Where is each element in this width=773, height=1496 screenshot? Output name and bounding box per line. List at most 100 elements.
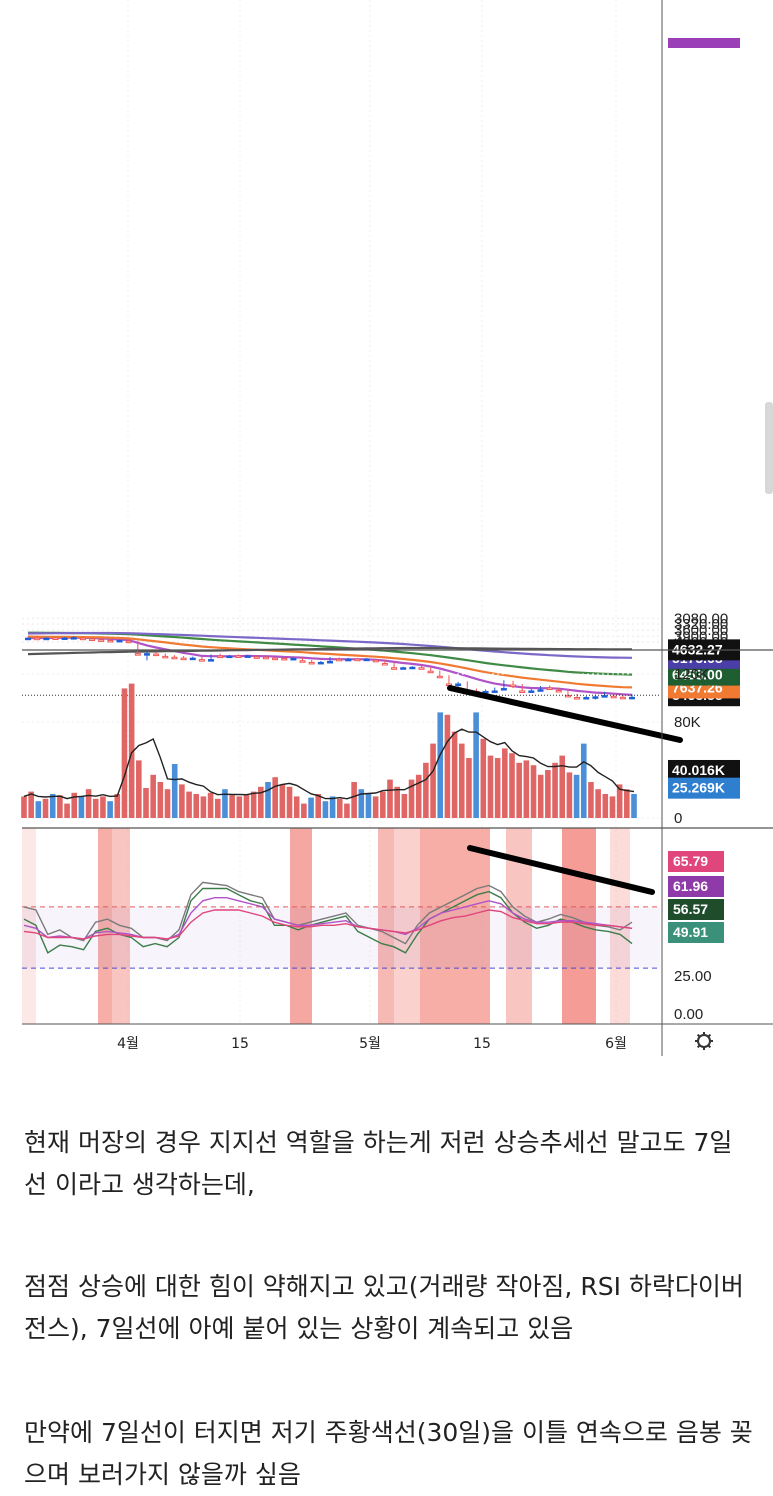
volume-label-value: 40.016K xyxy=(672,762,725,778)
candle-body xyxy=(372,659,379,663)
volume-bar xyxy=(624,789,630,818)
volume-bar xyxy=(179,784,185,818)
post-paragraph-1: 현재 머장의 경우 지지선 역할을 하는게 저런 상승추세선 말고도 7일선 이… xyxy=(24,1128,733,1199)
rsi-zone xyxy=(394,828,420,1024)
rsi-label-box xyxy=(668,899,724,920)
candle-body xyxy=(327,660,333,664)
volume-bar xyxy=(444,714,451,818)
scrollbar-thumb[interactable] xyxy=(765,402,773,494)
volume-bar xyxy=(236,796,243,818)
candle-body xyxy=(290,657,297,661)
candle-body xyxy=(363,658,370,662)
volume-bar xyxy=(609,796,616,818)
volume-bar xyxy=(588,782,594,818)
candle-body xyxy=(244,655,251,658)
candle-body xyxy=(555,689,562,693)
volume-bar xyxy=(580,743,587,818)
candle-body xyxy=(500,688,507,691)
candle-body xyxy=(189,657,196,661)
volume-trendline xyxy=(447,685,683,743)
volume-bar xyxy=(473,712,479,818)
volume-bar xyxy=(35,801,42,818)
time-axis-label: 6월 xyxy=(605,1036,627,1052)
rsi-zone xyxy=(562,828,596,1024)
candle-body xyxy=(381,663,388,666)
rsi-label-box xyxy=(668,851,724,872)
volume-bar xyxy=(451,731,458,818)
volume-bar xyxy=(322,801,329,818)
candle-body xyxy=(25,637,31,641)
price-tick-label: 3080.00 xyxy=(674,610,728,627)
volume-tick-label: 80K xyxy=(674,714,701,731)
candle-body xyxy=(519,690,526,693)
time-axis-label: 4월 xyxy=(117,1036,139,1052)
candle-body xyxy=(528,690,535,693)
volume-tick-label: 120K xyxy=(674,666,709,683)
candle-body xyxy=(52,637,59,640)
post-paragraph-3: 만약에 7일선이 터지면 저기 주황색선(30일)을 이틀 연속으로 음봉 꽂으… xyxy=(24,1418,753,1489)
candle-body xyxy=(107,639,114,643)
volume-bar xyxy=(258,786,264,818)
candle-body xyxy=(308,661,315,665)
volume-tick-label: 0 xyxy=(674,810,682,827)
candle-body xyxy=(491,690,498,693)
rsi-trendline xyxy=(467,845,655,895)
rsi-label-box xyxy=(668,922,724,943)
rsi-label-value: 61.96 xyxy=(673,878,708,894)
volume-bar xyxy=(265,782,271,818)
rsi-label-value: 49.91 xyxy=(673,924,708,940)
volume-bar xyxy=(595,789,601,818)
volume-bar xyxy=(193,794,200,818)
candle-body xyxy=(253,656,260,659)
volume-bar xyxy=(631,794,637,818)
rsi-tick-label: 0.00 xyxy=(674,1006,703,1023)
gear-icon[interactable] xyxy=(695,1032,713,1050)
candle-body xyxy=(171,656,178,660)
volume-bar xyxy=(559,755,566,818)
volume-bar xyxy=(136,760,142,818)
volume-bar xyxy=(222,789,228,818)
candle-body xyxy=(61,637,68,640)
volume-bar xyxy=(530,765,537,818)
volume-bar xyxy=(344,803,350,818)
candle-body xyxy=(619,696,626,700)
candle-body xyxy=(162,655,169,659)
candle-body xyxy=(34,637,41,641)
candle-body xyxy=(262,656,269,660)
rsi-label-value: 56.57 xyxy=(673,901,708,917)
time-axis-label: 15 xyxy=(473,1036,491,1052)
volume-bar xyxy=(21,796,27,818)
volume-bar xyxy=(566,772,573,818)
candle-body xyxy=(583,697,590,700)
price-label-box xyxy=(668,664,740,686)
rsi-zone xyxy=(610,828,630,1024)
volume-bar xyxy=(394,786,400,818)
volume-bar xyxy=(243,794,250,818)
candle-body xyxy=(345,658,352,662)
volume-bar xyxy=(157,782,164,818)
rsi-line-1 xyxy=(23,887,633,954)
volume-bar xyxy=(64,803,70,818)
volume-bar xyxy=(372,796,379,818)
volume-bar xyxy=(415,774,422,818)
volume-bar xyxy=(336,798,343,818)
volume-bar xyxy=(545,770,551,818)
candle-body xyxy=(317,661,324,665)
candle-body xyxy=(89,638,96,641)
volume-bar xyxy=(408,779,415,818)
volume-bar xyxy=(171,764,178,818)
candle-body xyxy=(208,659,215,662)
volume-bar xyxy=(57,795,63,818)
candle-body xyxy=(281,657,288,661)
rsi-zone xyxy=(378,828,394,1024)
volume-bar xyxy=(616,784,623,818)
volume-bar xyxy=(143,788,149,818)
volume-bar xyxy=(207,792,214,818)
volume-bar xyxy=(387,779,393,818)
volume-bar xyxy=(214,798,221,818)
rsi-zone xyxy=(420,828,490,1024)
candle-body xyxy=(217,655,224,659)
volume-bar xyxy=(487,755,494,818)
candle-body xyxy=(125,640,132,644)
candle-body xyxy=(235,655,242,658)
